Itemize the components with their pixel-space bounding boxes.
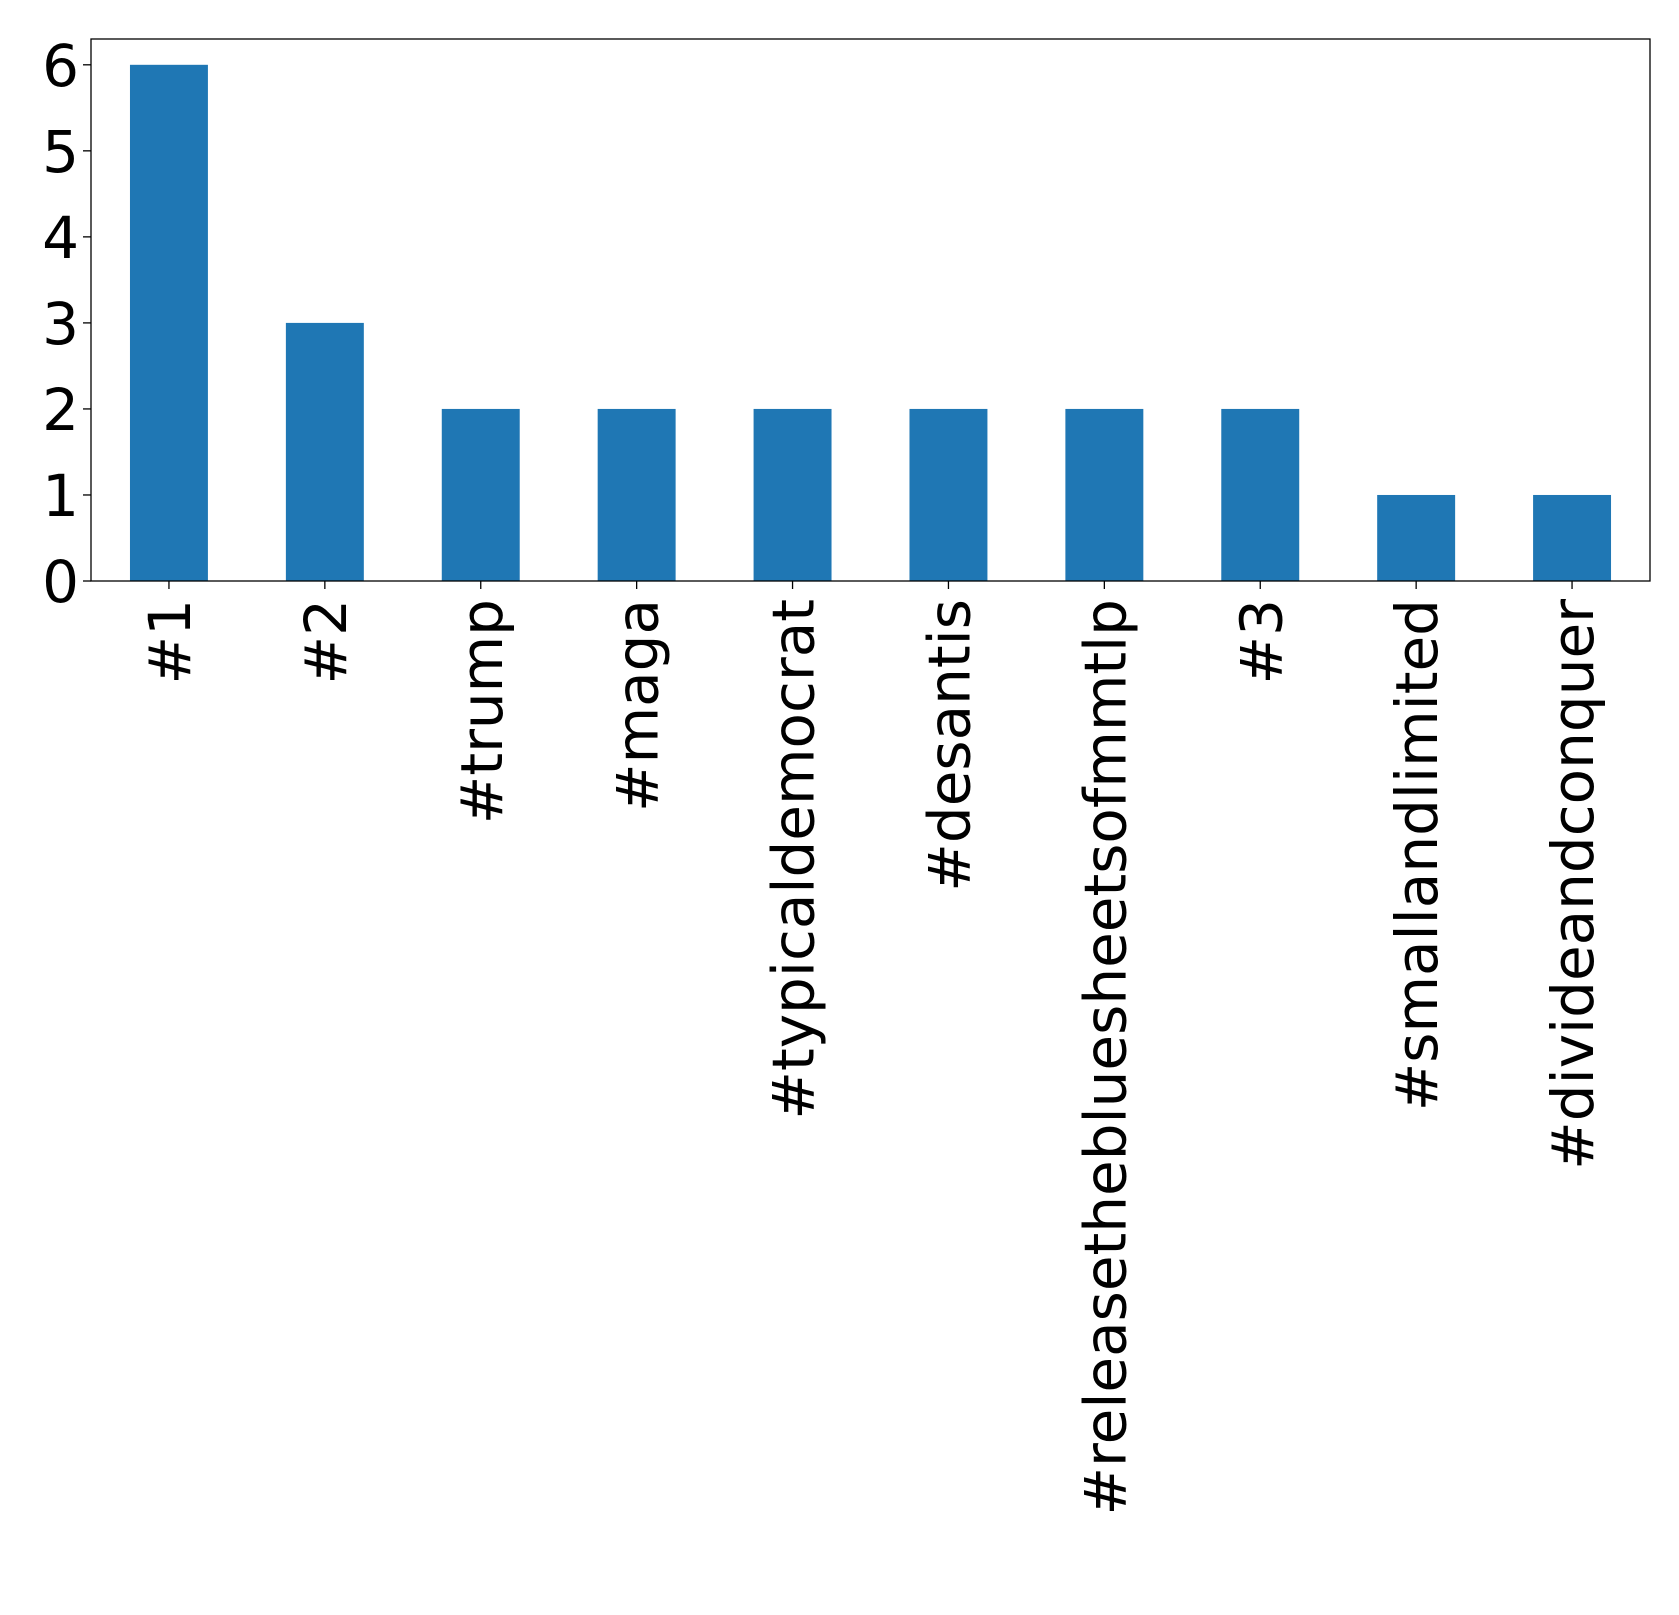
bar bbox=[285, 322, 364, 581]
y-tick-label: 6 bbox=[42, 32, 79, 100]
x-tick-label: #smallandlimited bbox=[1383, 599, 1451, 1111]
y-tick-label: 1 bbox=[42, 462, 79, 530]
x-tick-label: #desantis bbox=[915, 599, 983, 892]
x-tick-label: #typicaldemocrat bbox=[760, 599, 828, 1120]
bar bbox=[441, 408, 520, 581]
bars-group bbox=[129, 64, 1612, 581]
y-axis: 0 1 2 3 4 5 6 bbox=[42, 32, 91, 616]
x-tick-label: #divideandconquer bbox=[1539, 599, 1607, 1170]
y-tick-label: 4 bbox=[42, 204, 79, 272]
x-axis: #1 #2 #trump #maga #typicaldemocrat #desantis… bbox=[136, 581, 1607, 1516]
x-tick-label: #3 bbox=[1227, 599, 1295, 685]
bar bbox=[129, 64, 208, 581]
bar bbox=[597, 408, 676, 581]
bar bbox=[1377, 494, 1456, 581]
y-tick-label: 5 bbox=[42, 118, 79, 186]
bar bbox=[909, 408, 988, 581]
x-tick-label: #1 bbox=[136, 599, 204, 685]
bar bbox=[1533, 494, 1612, 581]
y-tick-label: 2 bbox=[42, 376, 79, 444]
x-tick-label: #2 bbox=[292, 599, 360, 685]
x-tick-label: #releasethebluesheetsofmmtlp bbox=[1071, 599, 1139, 1516]
bar bbox=[1221, 408, 1300, 581]
x-tick-label: #maga bbox=[604, 599, 672, 812]
plot-frame bbox=[90, 38, 1651, 582]
y-tick-label: 3 bbox=[42, 290, 79, 358]
y-tick-label: 0 bbox=[42, 548, 79, 616]
bar bbox=[1065, 408, 1144, 581]
bar bbox=[753, 408, 832, 581]
x-tick-label: #trump bbox=[448, 599, 516, 824]
